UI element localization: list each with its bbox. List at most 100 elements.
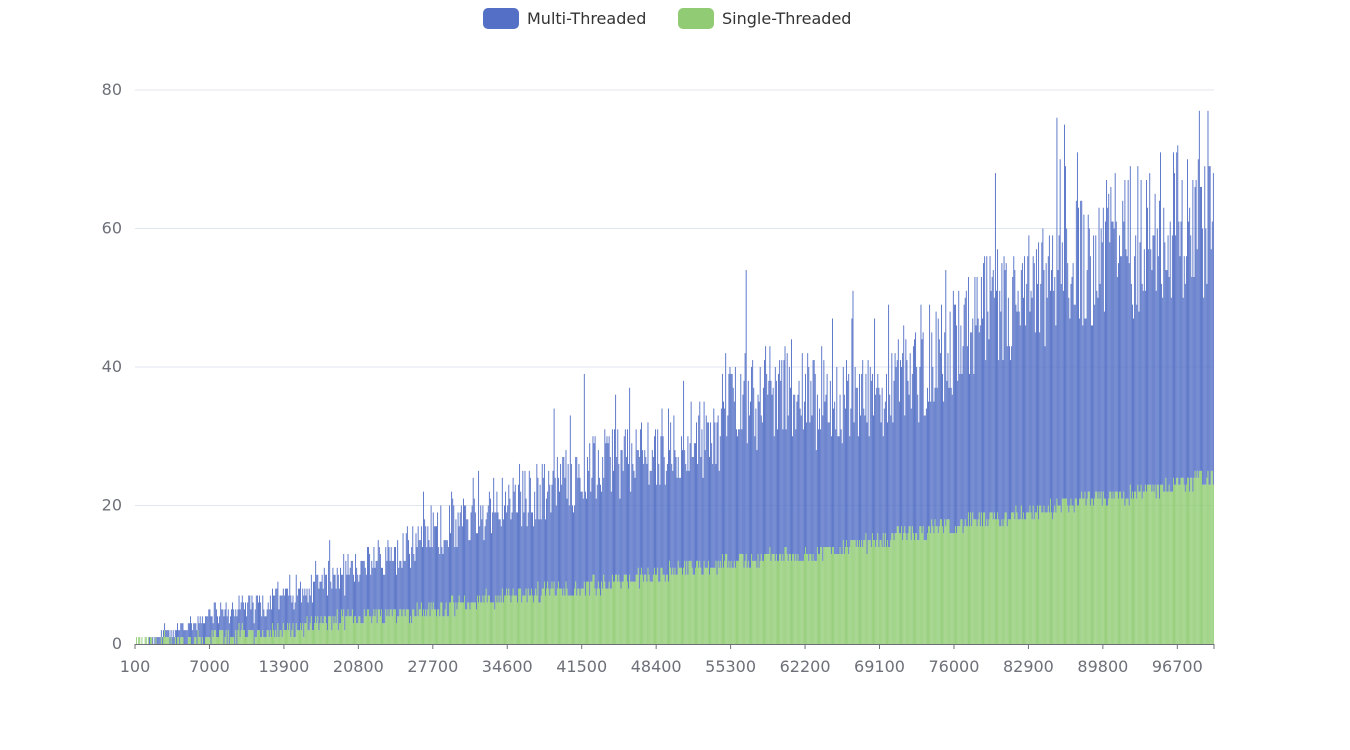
bar-single-threaded <box>538 602 540 644</box>
bar-single-threaded <box>1115 491 1117 644</box>
bar-multi-threaded <box>556 457 558 589</box>
bar-single-threaded <box>1000 526 1002 644</box>
bar-single-threaded <box>245 637 246 644</box>
bar-multi-threaded <box>1133 318 1134 499</box>
bar-single-threaded <box>602 588 604 644</box>
bar-single-threaded <box>797 553 799 644</box>
bar-multi-threaded <box>743 380 745 568</box>
bar-single-threaded <box>692 574 694 644</box>
bar-single-threaded <box>700 567 702 644</box>
bar-single-threaded <box>592 574 594 644</box>
bar-multi-threaded <box>573 512 574 596</box>
bar-single-threaded <box>812 553 814 644</box>
bar-multi-threaded <box>460 505 462 603</box>
bar-multi-threaded <box>228 623 230 644</box>
bar-single-threaded <box>1071 505 1073 644</box>
bar-multi-threaded <box>840 429 842 554</box>
bar-single-threaded <box>683 567 685 644</box>
bar-single-threaded <box>575 581 577 644</box>
bar-single-threaded <box>870 547 872 644</box>
bar-single-threaded <box>249 630 251 644</box>
bar-single-threaded <box>919 526 921 644</box>
bar-multi-threaded <box>633 470 635 582</box>
bar-multi-threaded <box>993 297 995 513</box>
bar-single-threaded <box>842 540 844 645</box>
bar-multi-threaded <box>255 595 257 638</box>
bar-single-threaded <box>338 623 340 644</box>
bar-single-threaded <box>1018 519 1020 644</box>
bar-multi-threaded <box>1025 325 1027 520</box>
bar-multi-threaded <box>1027 256 1029 513</box>
bar-multi-threaded <box>644 450 646 575</box>
bar-multi-threaded <box>446 540 448 617</box>
bar-multi-threaded <box>448 505 450 603</box>
bar-multi-threaded <box>707 422 709 561</box>
bar-multi-threaded <box>309 595 311 624</box>
bar-single-threaded <box>754 560 756 644</box>
x-tick-label: 100 <box>120 657 151 676</box>
bar-multi-threaded <box>838 436 840 554</box>
bar-single-threaded <box>651 581 653 644</box>
bar-single-threaded <box>925 540 927 645</box>
bar-multi-threaded <box>433 526 435 610</box>
bar-multi-threaded <box>159 637 161 644</box>
bar-single-threaded <box>773 553 775 644</box>
bar-single-threaded <box>604 581 606 644</box>
y-tick-label: 40 <box>102 357 122 376</box>
bar-multi-threaded <box>689 443 691 561</box>
legend-item-multi-threaded[interactable]: Multi-Threaded <box>483 8 646 29</box>
bar-single-threaded <box>884 533 886 644</box>
bar-single-threaded <box>325 623 327 644</box>
bar-single-threaded <box>568 595 570 644</box>
bar-multi-threaded <box>1205 228 1207 485</box>
bar-multi-threaded <box>976 276 978 527</box>
bar-single-threaded <box>464 595 466 644</box>
bar-multi-threaded <box>1085 318 1087 506</box>
bar-single-threaded <box>659 581 661 644</box>
bar-multi-threaded <box>648 484 650 575</box>
bar-multi-threaded <box>961 373 963 520</box>
bar-multi-threaded <box>165 630 167 638</box>
bar-multi-threaded <box>898 401 900 534</box>
bar-single-threaded <box>1014 519 1016 644</box>
bar-single-threaded <box>231 637 232 644</box>
bar-single-threaded <box>451 595 453 644</box>
bar-single-threaded <box>774 560 776 644</box>
bar-multi-threaded <box>1068 297 1070 513</box>
bar-single-threaded <box>164 630 166 644</box>
bar-multi-threaded <box>854 367 856 541</box>
bar-multi-threaded <box>524 470 526 596</box>
bar-multi-threaded <box>1176 152 1178 478</box>
bar-single-threaded <box>1185 484 1187 644</box>
bar-multi-threaded <box>902 353 904 541</box>
bar-multi-threaded <box>580 491 582 589</box>
bar-multi-threaded <box>515 512 517 596</box>
bar-multi-threaded <box>587 457 589 582</box>
bar-multi-threaded <box>1062 290 1064 499</box>
bar-multi-threaded <box>882 436 884 534</box>
bar-multi-threaded <box>847 380 849 548</box>
bar-multi-threaded <box>861 373 863 541</box>
bar-multi-threaded <box>405 533 407 610</box>
bar-single-threaded <box>1062 498 1064 644</box>
x-tick-label: 41500 <box>556 657 607 676</box>
bar-single-threaded <box>961 519 963 644</box>
bar-single-threaded <box>283 630 285 644</box>
bar-multi-threaded <box>655 429 656 575</box>
bar-multi-threaded <box>504 505 505 596</box>
legend-item-single-threaded[interactable]: Single-Threaded <box>678 8 851 29</box>
bar-multi-threaded <box>765 346 767 554</box>
bar-multi-threaded <box>199 616 201 638</box>
bar-single-threaded <box>1072 505 1074 644</box>
bar-single-threaded <box>747 560 749 644</box>
bar-single-threaded <box>946 519 948 644</box>
bar-multi-threaded <box>1037 283 1038 506</box>
bar-single-threaded <box>530 588 532 644</box>
bar-single-threaded <box>1088 491 1090 644</box>
bar-single-threaded <box>341 609 343 645</box>
bar-single-threaded <box>147 637 149 644</box>
bar-single-threaded <box>789 553 791 644</box>
bar-single-threaded <box>358 616 360 644</box>
bar-multi-threaded <box>910 408 912 541</box>
bar-multi-threaded <box>962 346 964 534</box>
